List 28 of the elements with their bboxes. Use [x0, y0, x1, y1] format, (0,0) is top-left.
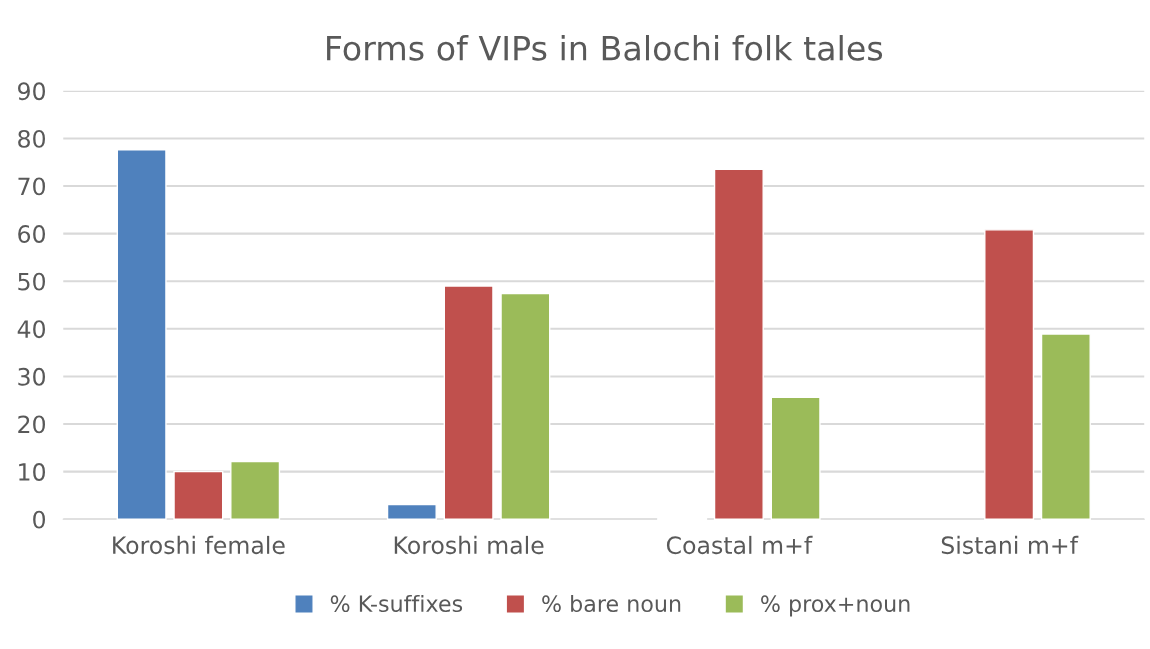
legend-label: % bare noun: [542, 594, 681, 613]
bar: [984, 229, 1035, 520]
y-tick-label: 50: [18, 272, 46, 291]
bar: [230, 460, 281, 520]
legend-label: % K-suffixes: [330, 594, 463, 613]
y-tick-label: 30: [18, 367, 46, 386]
bar: [500, 292, 551, 520]
bar: [173, 470, 224, 520]
bar: [386, 503, 437, 520]
y-tick-label: 20: [18, 415, 46, 434]
bar: [713, 168, 764, 520]
y-tick-label: 10: [19, 463, 46, 481]
y-tick-label: 90: [18, 82, 46, 101]
bar: [443, 285, 494, 520]
bar: [116, 149, 167, 520]
chart-title: Forms of VIPs in Balochi folk tales: [327, 34, 883, 61]
y-tick-label: 40: [17, 320, 46, 339]
y-tick-label: 70: [18, 177, 46, 196]
bar: [770, 396, 821, 520]
bar: [1040, 333, 1091, 520]
y-tick-label: 0: [33, 510, 46, 529]
legend-label: % prox+noun: [761, 595, 910, 617]
x-tick-label: Coastal m+f: [666, 535, 813, 555]
x-tick-label: Koroshi male: [394, 535, 544, 555]
y-tick-label: 80: [18, 129, 46, 148]
y-tick-label: 60: [18, 225, 46, 243]
x-tick-label: Koroshi female: [113, 535, 285, 555]
x-tick-label: Sistani m+f: [941, 535, 1079, 555]
